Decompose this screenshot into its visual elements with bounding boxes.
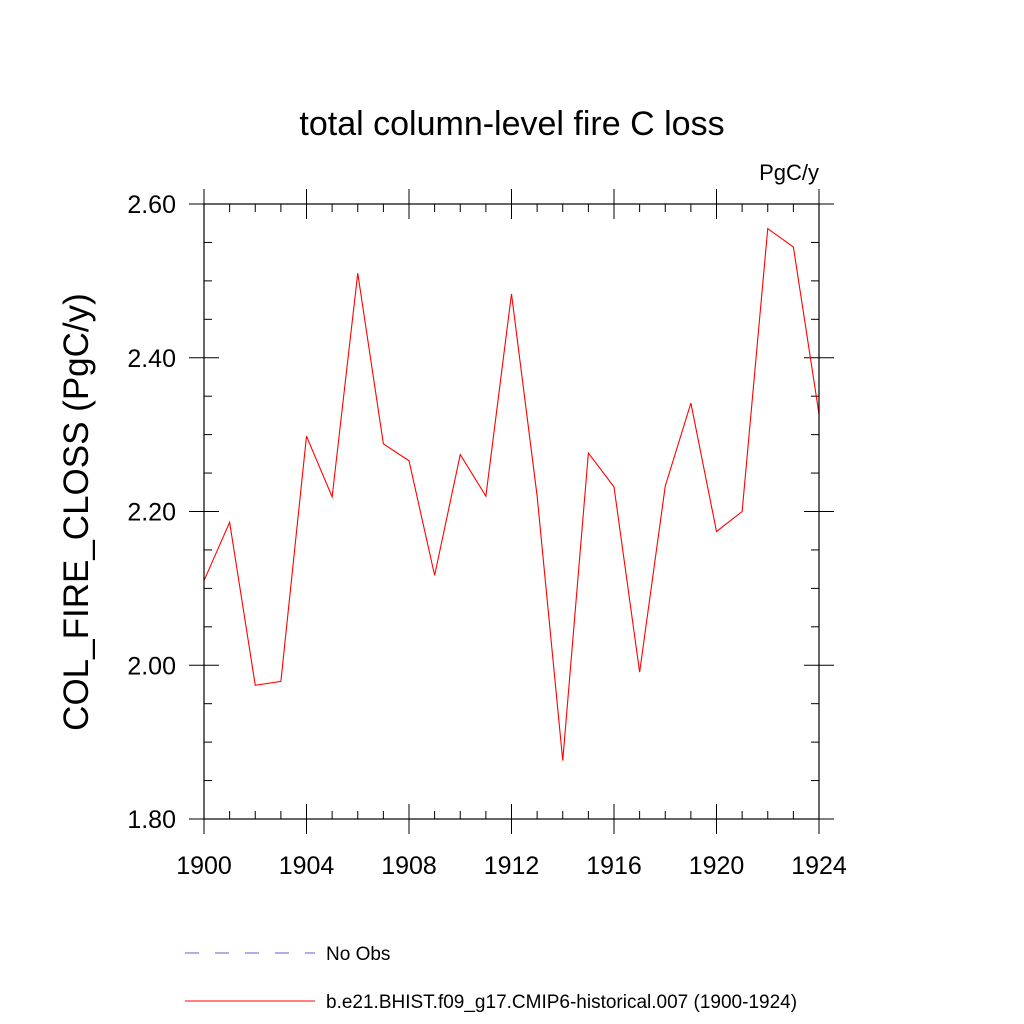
data-point: [355, 271, 360, 276]
data-point: [560, 758, 565, 763]
legend: No Obs b.e21.BHIST.f09_g17.CMIP6-histori…: [185, 944, 797, 1013]
y-axis-label: COL_FIRE_CLOSS (PgC/y): [57, 293, 96, 731]
x-tick-label: 1908: [381, 852, 437, 880]
x-tick-label: 1912: [484, 852, 540, 880]
data-point: [586, 451, 591, 456]
data-point: [432, 573, 437, 578]
legend-label-no-obs: No Obs: [326, 944, 390, 965]
data-point: [612, 484, 617, 489]
data-series-layer: [203, 226, 820, 763]
data-point: [765, 226, 770, 231]
plot-frame: [203, 203, 820, 820]
data-point: [458, 452, 463, 457]
data-point: [714, 529, 719, 534]
axes: 1900 1904 1908 1912 1916 1920 1924 1.80 2.00 2.20…: [127, 189, 847, 880]
chart-title: total column-level fire C loss: [299, 105, 724, 143]
data-point: [278, 679, 283, 684]
legend-label-historical: b.e21.BHIST.f09_g17.CMIP6-historical.007…: [326, 992, 797, 1013]
data-point: [535, 494, 540, 499]
data-point: [330, 494, 335, 499]
y-tick-label: 2.00: [127, 652, 176, 680]
x-tick-label: 1924: [791, 852, 847, 880]
units-label: PgC/y: [759, 160, 819, 185]
series-line-historical: [203, 227, 820, 761]
data-point: [483, 494, 488, 499]
data-point: [663, 484, 668, 489]
data-point: [407, 458, 412, 463]
x-tick-label: 1904: [279, 852, 335, 880]
data-point: [688, 401, 693, 406]
data-point: [509, 291, 514, 296]
y-tick-label: 2.20: [127, 499, 176, 527]
y-tick-label: 1.80: [127, 806, 176, 834]
data-point: [740, 509, 745, 514]
data-point: [253, 683, 258, 688]
data-point: [304, 434, 309, 439]
y-tick-label: 2.60: [127, 191, 176, 219]
data-point: [227, 520, 232, 525]
data-point: [637, 670, 642, 675]
x-tick-label: 1920: [689, 852, 745, 880]
y-tick-label: 2.40: [127, 345, 176, 373]
x-tick-label: 1916: [586, 852, 642, 880]
data-point: [791, 245, 796, 250]
data-point: [381, 441, 386, 446]
x-tick-label: 1900: [176, 852, 232, 880]
